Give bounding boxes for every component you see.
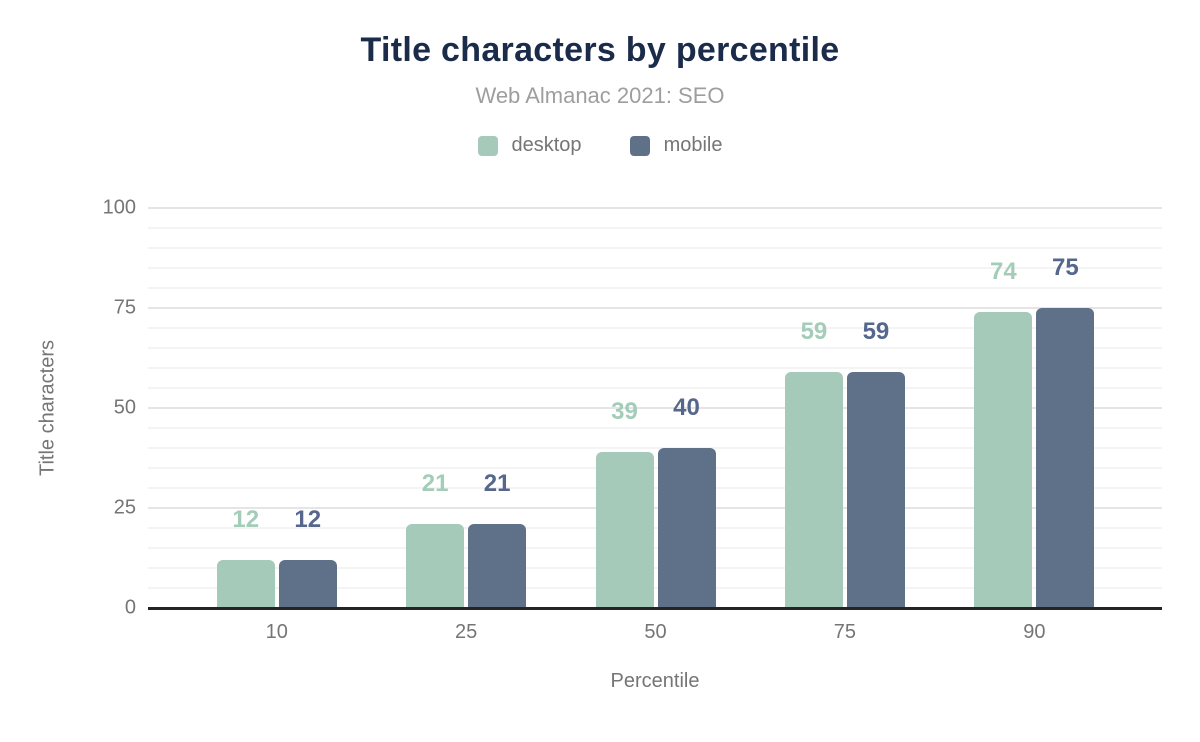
bar-value-label: 12 bbox=[294, 506, 322, 533]
chart-title: Title characters by percentile bbox=[360, 31, 840, 69]
x-tick-label: 10 bbox=[265, 621, 288, 643]
y-tick-label: 50 bbox=[113, 396, 136, 419]
minor-gridline bbox=[148, 587, 1162, 589]
major-gridline bbox=[148, 407, 1162, 409]
bar-value-label: 21 bbox=[421, 470, 449, 497]
bar-desktop-p25[interactable]: 21 bbox=[406, 471, 465, 608]
bar-value-label: 40 bbox=[673, 394, 700, 421]
major-gridline bbox=[148, 507, 1162, 509]
bar-value-label: 39 bbox=[611, 398, 638, 425]
legend-item-desktop[interactable]: desktop bbox=[477, 134, 582, 157]
bar-desktop-p90[interactable]: 74 bbox=[974, 259, 1033, 608]
minor-gridline bbox=[148, 287, 1162, 289]
plot-area: 0 25 50 75 100 12 12 21 21 39 40 59 59 74 75 10 25 50 75… bbox=[37, 197, 1162, 692]
minor-gridline bbox=[148, 547, 1162, 549]
bars-row: 12 12 21 21 39 40 59 59 74 75 bbox=[182, 208, 1129, 608]
major-gridline bbox=[148, 307, 1162, 309]
minor-gridline bbox=[148, 227, 1162, 229]
legend-label: desktop bbox=[511, 134, 582, 156]
category-group-90: 74 75 bbox=[940, 208, 1129, 608]
x-axis-ticks: 10 25 50 75 90 bbox=[182, 621, 1129, 644]
bar-desktop-p10[interactable]: 12 bbox=[216, 507, 275, 608]
x-tick-label: 75 bbox=[833, 621, 857, 643]
category-group-25: 21 21 bbox=[371, 208, 560, 608]
legend-label: mobile bbox=[663, 134, 723, 156]
bar-value-label: 21 bbox=[483, 470, 511, 497]
legend-swatch-desktop bbox=[477, 135, 498, 156]
category-group-10: 12 12 bbox=[182, 208, 371, 608]
bar-mobile-p25[interactable]: 21 bbox=[468, 471, 527, 608]
minor-gridline bbox=[148, 527, 1162, 529]
minor-gridline bbox=[148, 487, 1162, 489]
legend-item-mobile[interactable]: mobile bbox=[629, 134, 723, 157]
category-group-75: 59 59 bbox=[750, 208, 939, 608]
minor-gridline bbox=[148, 387, 1162, 389]
bar-desktop-p50[interactable]: 39 bbox=[595, 399, 654, 608]
bar-value-label: 59 bbox=[800, 318, 828, 345]
minor-gridline bbox=[148, 247, 1162, 249]
minor-gridline bbox=[148, 567, 1162, 569]
y-tick-label: 100 bbox=[102, 196, 136, 219]
x-axis-line bbox=[148, 607, 1162, 610]
x-tick-label: 50 bbox=[644, 621, 667, 643]
minor-gridline bbox=[148, 267, 1162, 269]
y-tick-label: 75 bbox=[113, 296, 136, 319]
minor-gridline bbox=[148, 427, 1162, 429]
major-gridline bbox=[148, 207, 1162, 209]
bar-desktop-p75[interactable]: 59 bbox=[784, 319, 843, 608]
y-tick-label: 0 bbox=[124, 596, 136, 619]
bar-mobile-p50[interactable]: 40 bbox=[657, 395, 716, 608]
minor-gridline bbox=[148, 347, 1162, 349]
legend: desktop mobile bbox=[0, 134, 1200, 157]
bar-value-label: 12 bbox=[232, 506, 260, 533]
y-axis-title: Title characters bbox=[36, 340, 59, 476]
bar-mobile-p90[interactable]: 75 bbox=[1036, 255, 1095, 608]
bar-value-label: 59 bbox=[862, 318, 890, 345]
minor-gridline bbox=[148, 367, 1162, 369]
bar-mobile-p75[interactable]: 59 bbox=[846, 319, 905, 608]
bar-value-label: 74 bbox=[989, 258, 1017, 285]
legend-swatch-mobile bbox=[629, 135, 650, 156]
minor-gridline bbox=[148, 447, 1162, 449]
bar-mobile-p10[interactable]: 12 bbox=[278, 507, 337, 608]
bar-value-label: 75 bbox=[1051, 254, 1079, 281]
x-tick-label: 90 bbox=[1023, 621, 1046, 643]
category-group-50: 39 40 bbox=[561, 208, 750, 608]
chart-subtitle: Web Almanac 2021: SEO bbox=[475, 83, 725, 108]
minor-gridline bbox=[148, 327, 1162, 329]
x-tick-label: 25 bbox=[454, 621, 478, 643]
y-tick-label: 25 bbox=[113, 496, 136, 519]
x-axis-title: Percentile bbox=[610, 670, 700, 692]
minor-gridline bbox=[148, 467, 1162, 469]
